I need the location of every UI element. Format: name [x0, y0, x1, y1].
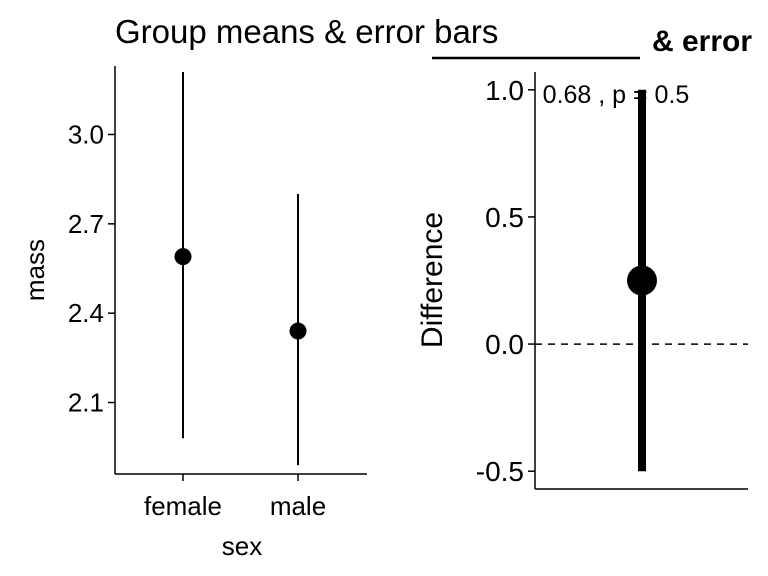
- right-y-tick-label: 1.0: [485, 75, 524, 106]
- left-y-axis-label: mass: [20, 239, 50, 301]
- right-panel: & error Difference -0.5 0.0 0.5 1.0 0.68 , …: [416, 25, 752, 490]
- difference-point: [627, 265, 657, 296]
- left-chart-title: Group means & error bars: [115, 13, 498, 50]
- left-y-tick-label: 3.0: [68, 119, 104, 149]
- left-x-tick-label: female: [144, 491, 222, 521]
- left-y-tick-label: 2.1: [68, 388, 104, 418]
- left-y-tick-label: 2.7: [68, 209, 104, 239]
- left-panel: Group means & error bars mass sex 2.1 2.4…: [20, 13, 498, 561]
- right-marks: [535, 89, 748, 472]
- right-y-tick-label: -0.5: [476, 456, 524, 487]
- left-y-tick-label: 2.4: [68, 298, 104, 328]
- right-y-tick-label: 0.0: [485, 329, 524, 360]
- mean-point: [289, 322, 307, 340]
- left-x-axis-label: sex: [222, 531, 262, 561]
- right-annotation: 0.68 , p = 0.5: [543, 81, 690, 109]
- mean-point: [174, 248, 192, 266]
- left-x-ticks: female male: [144, 474, 326, 521]
- right-y-ticks: -0.5 0.0 0.5 1.0: [476, 75, 535, 487]
- left-x-tick-label: male: [270, 491, 326, 521]
- right-y-tick-label: 0.5: [485, 202, 524, 233]
- right-y-axis-label: Difference: [416, 212, 449, 348]
- left-marks: [174, 71, 307, 466]
- left-y-ticks: 2.1 2.4 2.7 3.0: [68, 119, 115, 418]
- right-chart-title: & error: [652, 25, 752, 58]
